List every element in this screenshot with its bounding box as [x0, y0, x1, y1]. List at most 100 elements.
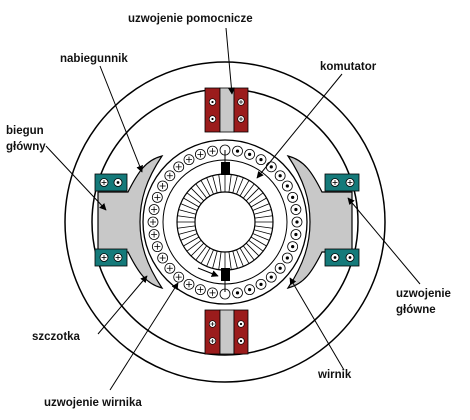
rotor-conductor — [164, 262, 176, 274]
rotor-conductor — [194, 148, 206, 160]
main-winding-left-top — [94, 173, 128, 192]
commutator-segment — [200, 247, 211, 264]
rotor-conductor — [290, 229, 302, 240]
main-winding-right-bottom — [324, 248, 360, 267]
commutator-segment — [180, 203, 198, 211]
commutator-segment — [248, 239, 264, 252]
commutator-segment — [190, 187, 205, 202]
rotor-conductor — [147, 216, 159, 228]
commutator-segment — [195, 245, 208, 261]
main-pole-right — [286, 155, 353, 289]
commutator-segment — [242, 183, 255, 199]
rotor-conductor — [290, 204, 302, 215]
commutator-segment — [212, 175, 218, 194]
rotor-conductor — [207, 145, 218, 157]
rotor-conductor — [274, 170, 286, 182]
rotor-conductor — [291, 216, 303, 228]
commutator-segment — [206, 177, 214, 195]
commutator-segment — [236, 249, 244, 267]
rotor-conductor — [157, 180, 169, 192]
label-rotor: wirnik — [317, 369, 352, 381]
rotor-conductor — [148, 204, 160, 215]
commutator-segment — [186, 192, 202, 205]
rotor-conductor — [265, 161, 277, 173]
commutator-segment — [212, 250, 218, 269]
commutator-segment — [232, 250, 238, 269]
brush-top — [221, 150, 230, 175]
label-pole-shoe: nabiegunnik — [60, 53, 128, 65]
rotor-conductor — [207, 287, 218, 299]
commutator-segment — [236, 177, 244, 195]
commutator-segment — [186, 239, 202, 252]
commutator-segment — [183, 197, 200, 208]
commutator-segment — [200, 180, 211, 197]
rotor-conductor — [151, 191, 163, 203]
rotor-conductor — [281, 180, 293, 192]
rotor-conductor — [194, 284, 206, 296]
commutator-segment — [190, 242, 205, 257]
commutator-segment — [250, 197, 267, 208]
commutator-segment — [218, 174, 222, 193]
rotor-conductor — [281, 252, 293, 264]
rotor-winding-conductors — [147, 144, 303, 300]
rotor-conductor — [255, 154, 267, 166]
rotor-conductor — [287, 191, 299, 203]
rotor-conductor — [151, 241, 163, 253]
auxiliary-pole-bottom — [204, 309, 249, 355]
rotor-conductor — [232, 145, 243, 157]
rotor-conductor — [244, 284, 256, 296]
label-main-winding-line1: uzwojenie — [396, 288, 451, 300]
label-main-pole-line2: główny — [6, 141, 46, 153]
rotor-conductor — [173, 271, 185, 283]
commutator-segment — [252, 203, 270, 211]
commutator-segment — [248, 192, 264, 205]
commutator-segment — [239, 247, 250, 264]
commutator-segment — [177, 215, 196, 219]
commutator-segment — [232, 175, 238, 194]
brush-bottom — [221, 268, 230, 292]
commutator-segment — [254, 215, 273, 219]
label-main-pole-line1: biegun — [6, 125, 44, 137]
label-rotor-winding: uzwojenie wirnika — [44, 397, 142, 409]
commutator-segment — [253, 229, 272, 235]
commutator-segment — [245, 242, 260, 257]
commutator-segment — [252, 233, 270, 241]
commutator-segment — [195, 183, 208, 199]
commutator-segment — [239, 180, 250, 197]
rotor-conductor — [255, 278, 267, 290]
commutator-segment — [253, 209, 272, 215]
rotor-conductor — [274, 262, 286, 274]
commutator-segment — [178, 209, 197, 215]
rotor-conductor — [173, 161, 185, 173]
rotor-conductor — [287, 241, 299, 253]
label-main-winding-line2: główne — [396, 304, 436, 316]
auxiliary-pole-top — [204, 87, 249, 133]
rotor-conductor — [157, 252, 169, 264]
leader-lines — [45, 27, 421, 391]
label-commutator: komutator — [320, 61, 377, 73]
label-brush: szczotka — [32, 331, 81, 343]
commutator-segment — [183, 236, 200, 247]
commutator-segments — [177, 174, 273, 270]
commutator-segment — [242, 245, 255, 261]
commutator-segment — [228, 251, 232, 270]
commutator-segment — [245, 187, 260, 202]
commutator-segment — [254, 225, 273, 229]
main-winding-right-top — [324, 173, 360, 192]
commutator-segment — [178, 229, 197, 235]
rotor-conductor — [183, 278, 195, 290]
rotor-conductor — [265, 271, 277, 283]
commutator-segment — [180, 233, 198, 241]
label-auxiliary-winding: uzwojenie pomocnicze — [128, 13, 253, 25]
shaft-bore — [194, 191, 256, 253]
rotor-conductor — [164, 170, 176, 182]
rotor-conductor — [148, 229, 160, 240]
rotor-conductor — [183, 154, 195, 166]
main-winding-left-bottom — [94, 248, 128, 267]
commutator-segment — [228, 174, 232, 193]
commutator-segment — [177, 225, 196, 229]
commutator-segment — [206, 249, 214, 267]
commutator-segment — [250, 236, 267, 247]
rotor-conductor — [244, 148, 256, 160]
